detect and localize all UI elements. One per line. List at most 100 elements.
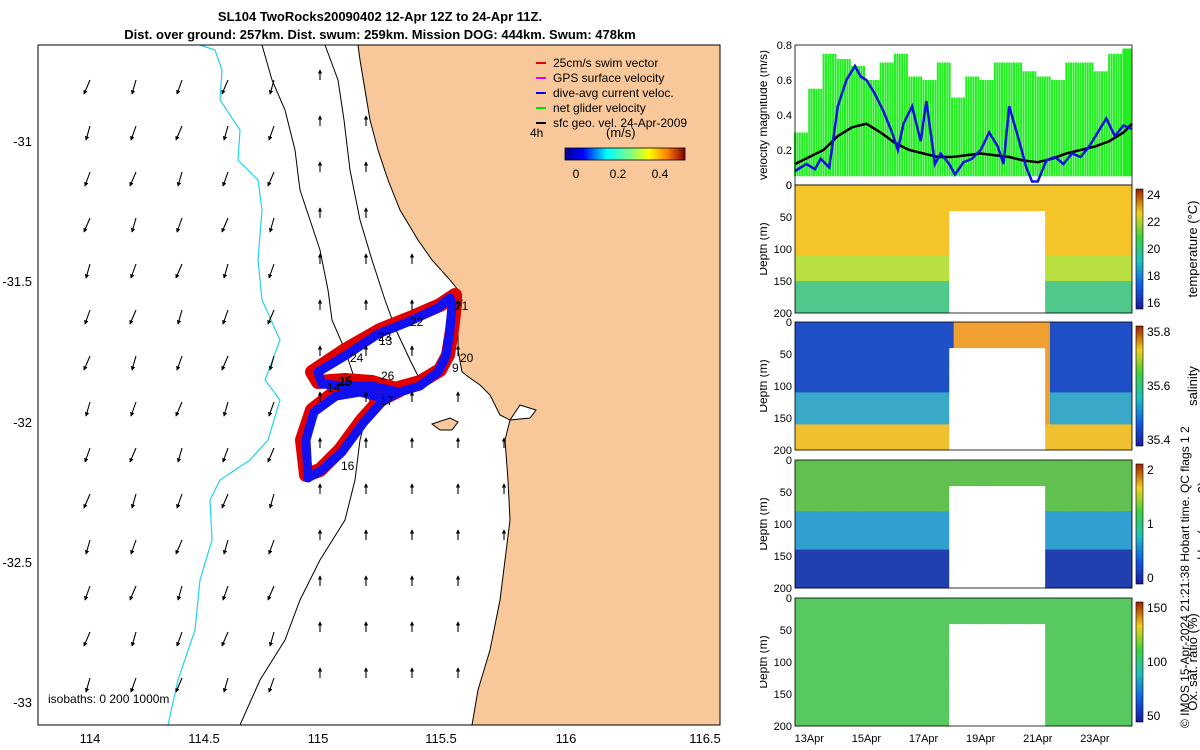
section-cell [1102,511,1109,519]
section-cell [857,287,863,295]
section-cell [857,249,863,256]
section-cell [847,524,853,531]
section-cell [828,373,834,381]
section-cell [1093,562,1099,570]
section-cell [799,681,805,689]
section-cell [1126,623,1133,631]
section-cell [997,328,1003,336]
section-cell [891,530,897,538]
section-cell [1040,479,1046,487]
section-cell [857,328,863,336]
section-cell [910,700,916,708]
track-day-label: 21 [455,299,469,313]
section-cell [939,575,945,583]
section-cell [1122,617,1128,625]
section-cell [1049,668,1056,676]
section-cell [891,255,897,263]
section-cell [1059,405,1065,413]
section-cell [804,249,810,256]
section-cell [900,360,906,368]
section-cell [1126,662,1133,669]
section-cell [1126,492,1133,499]
section-cell [1006,610,1012,618]
section-cell [1107,430,1113,438]
section-cell [823,392,829,400]
section-cell [828,492,834,499]
section-cell [1102,562,1109,570]
section-cell [1107,492,1113,499]
section-cell [867,392,873,400]
section-cell [857,655,863,663]
section-cell [905,287,911,295]
section-cell [1088,341,1094,349]
section-cell [857,379,863,387]
section-cell [1088,504,1094,512]
section-cell [876,700,882,708]
section-cell [900,424,906,432]
section-cell [1045,655,1051,663]
section-cell [992,328,998,336]
section-cell [910,334,916,342]
section-cell [1112,504,1118,512]
section-cell [818,575,825,583]
section-cell [852,492,858,499]
section-cell [794,549,801,557]
section-cell [934,492,940,499]
section-cell [919,366,926,374]
section-cell [958,617,964,625]
section-cell [1054,268,1060,276]
section-cell [934,418,940,425]
section-cell [977,341,983,349]
section-cell [857,517,863,525]
section-cell [809,662,815,669]
section-cell [871,687,878,695]
section-cell [1074,424,1080,432]
section-cell [886,492,892,499]
section-cell [1088,274,1094,282]
section-cell [847,287,853,295]
section-cell [934,306,940,314]
section-cell [1049,517,1056,525]
section-cell [799,197,805,205]
section-cell [1069,568,1075,576]
section-cell [1083,575,1089,583]
section-cell [1102,386,1109,393]
section-cell [1001,322,1008,329]
section-cell [794,706,801,714]
section-cell [900,524,906,531]
section-cell [809,504,815,512]
section-cell [794,411,801,419]
section-cell [910,268,916,276]
section-cell [1126,287,1133,295]
section-cell [1126,334,1133,342]
section-cell [862,322,868,329]
section-cell [867,274,873,282]
section-cell [852,334,858,342]
section-cell [1064,287,1070,295]
section-cell [1078,466,1085,474]
section-cell [1045,293,1051,301]
section-cell [1107,334,1113,342]
section-cell [847,562,853,570]
section-cell [1107,411,1113,419]
section-cell [814,341,820,349]
section-cell [934,524,940,531]
section-cell [828,341,834,349]
section-cell [842,322,849,329]
section-cell [852,443,858,451]
section-cell [987,322,993,329]
section-cell [944,191,950,199]
section-cell [871,210,878,218]
section-cell [982,598,988,605]
section-cell [871,287,878,295]
section-cell [804,492,810,499]
section-cell [1098,530,1104,538]
section-cell [1122,668,1128,676]
section-cell [842,530,849,538]
section-cell [847,479,853,487]
section-cell [886,581,892,589]
section-cell [794,562,801,570]
section-cell [1088,255,1094,263]
section-cell [852,210,858,218]
section-cell [823,630,829,637]
